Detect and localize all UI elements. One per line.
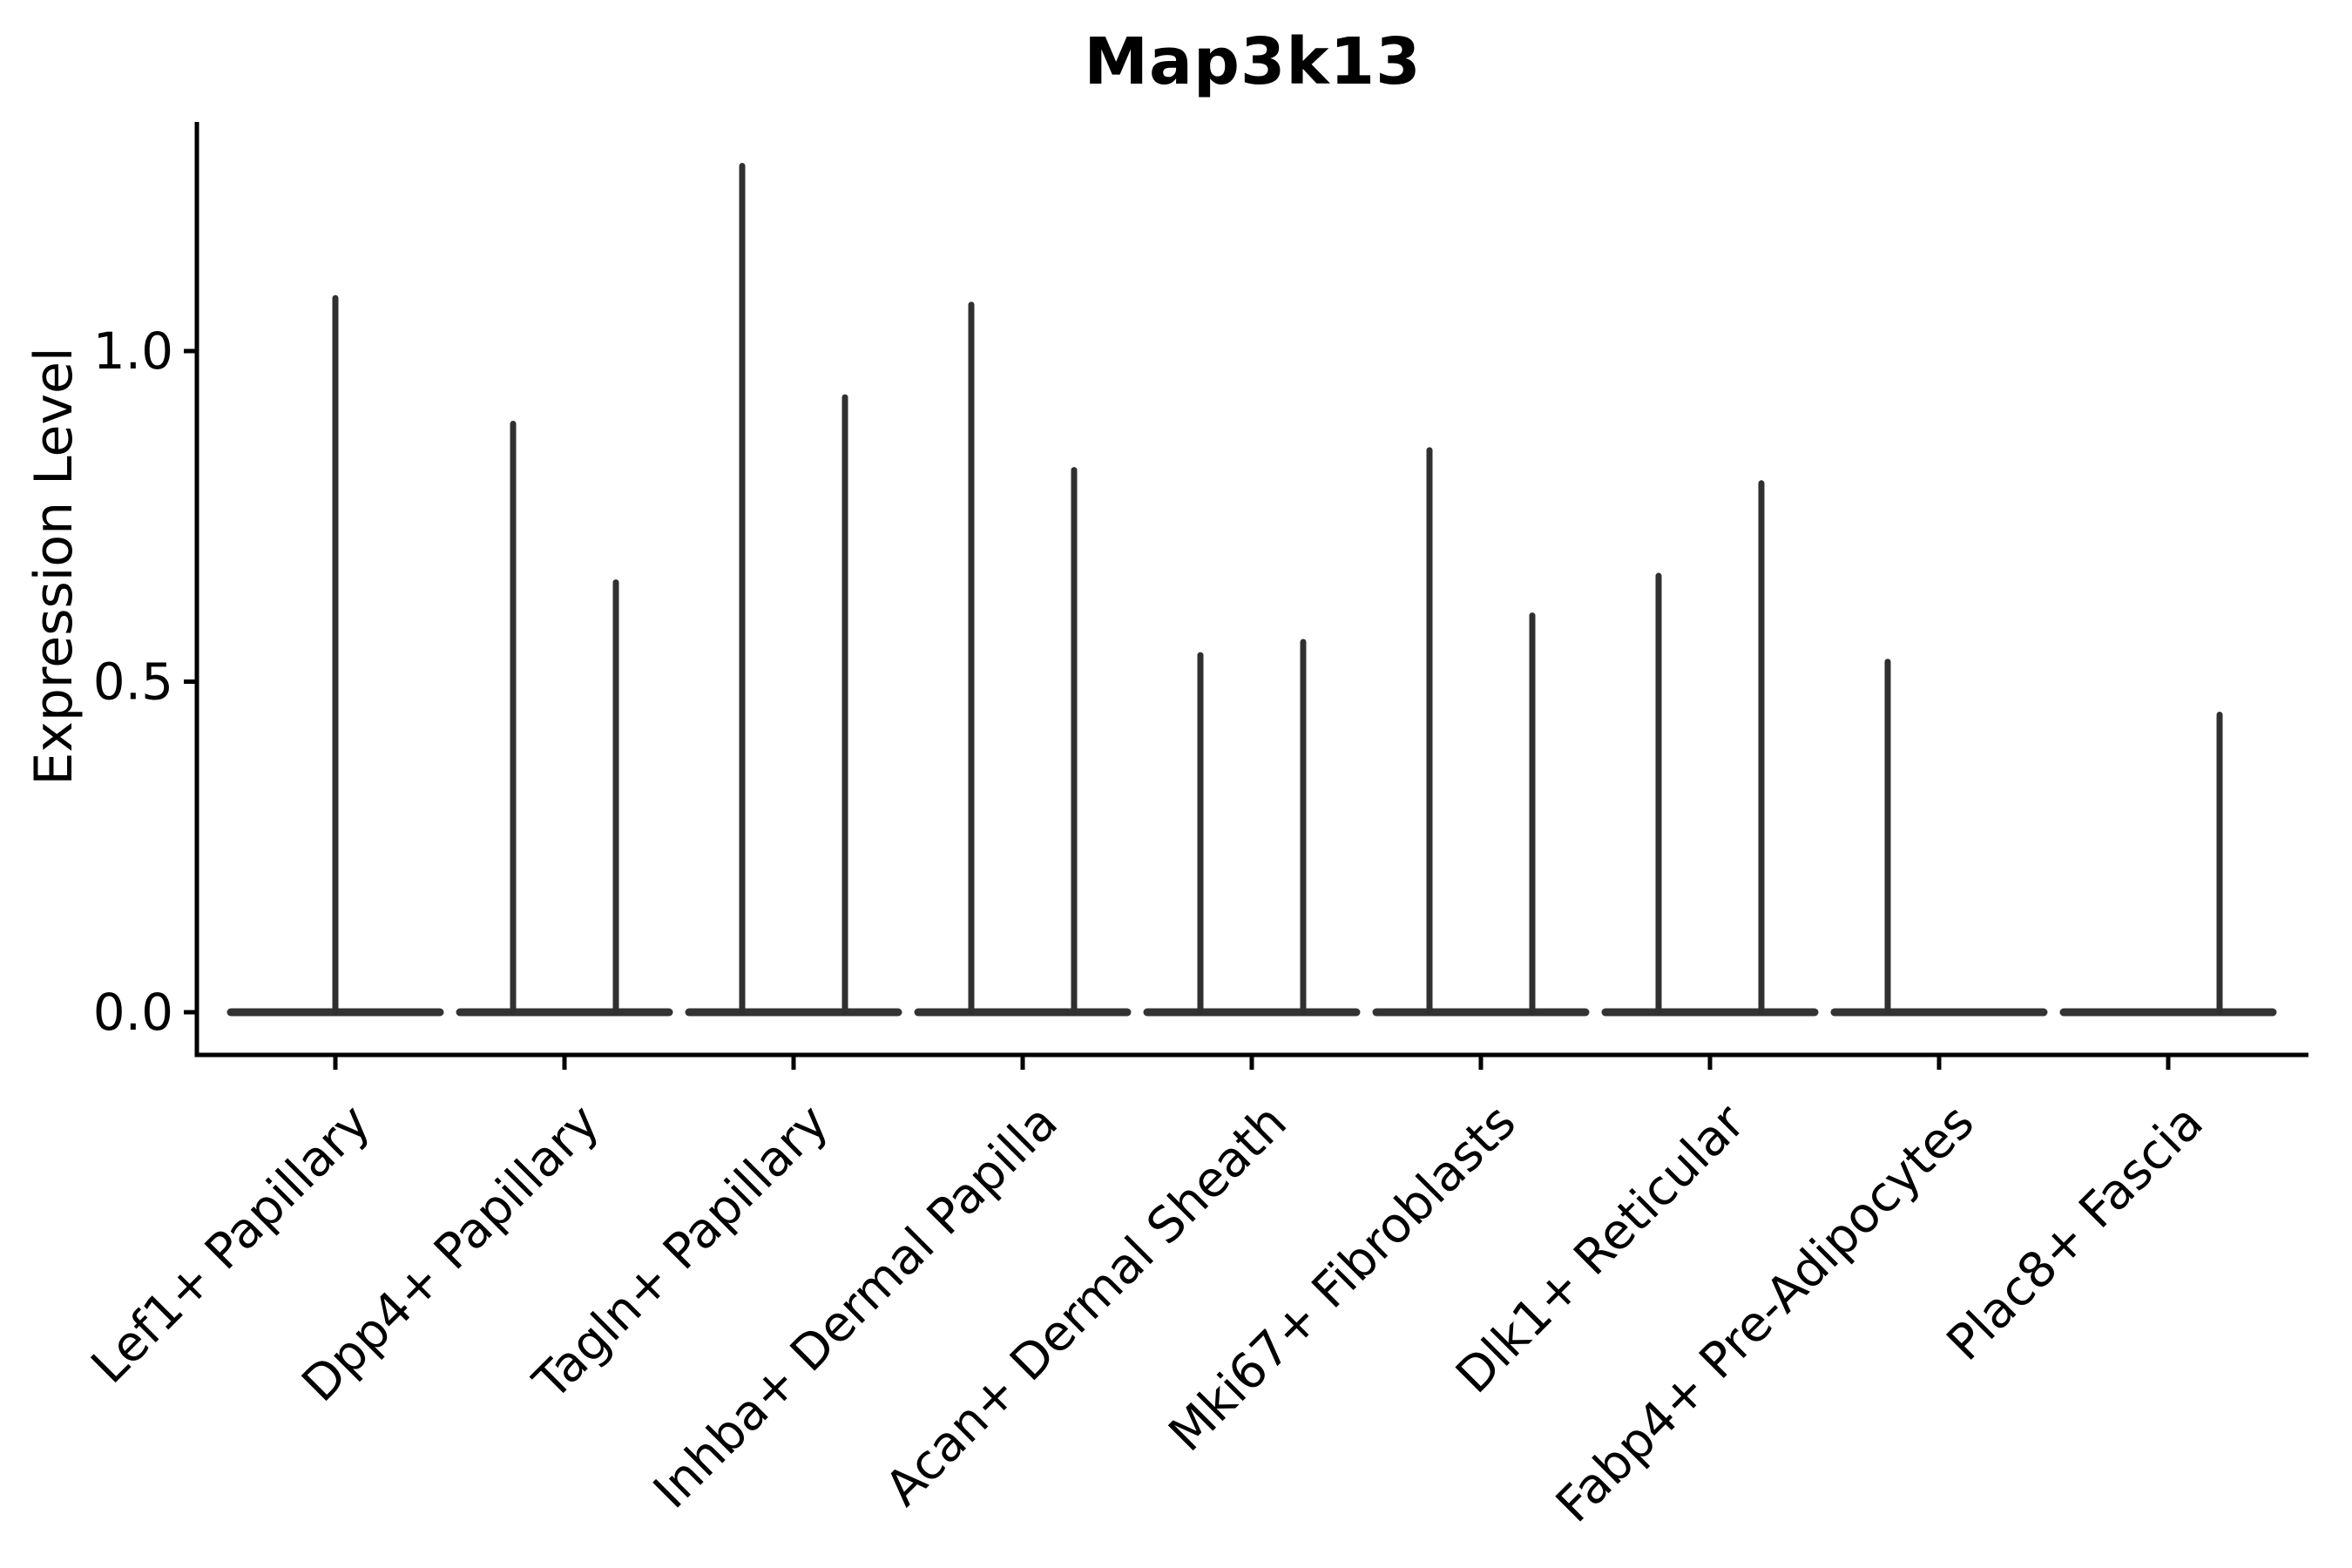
y-tick-label: 1.0 [93, 321, 173, 381]
chart-title: Map3k13 [1084, 24, 1422, 99]
x-tick-label: Acan+ Dermal Sheath [875, 1094, 1298, 1517]
x-tick-label: Fabp4+ Pre-Adipocytes [1545, 1094, 1985, 1534]
y-tick-label: 0.0 [93, 983, 173, 1042]
x-tick-label: Inhba+ Dermal Papilla [643, 1094, 1069, 1520]
y-tick-label: 0.5 [93, 652, 173, 712]
y-axis-title: Expression Level [24, 347, 84, 786]
